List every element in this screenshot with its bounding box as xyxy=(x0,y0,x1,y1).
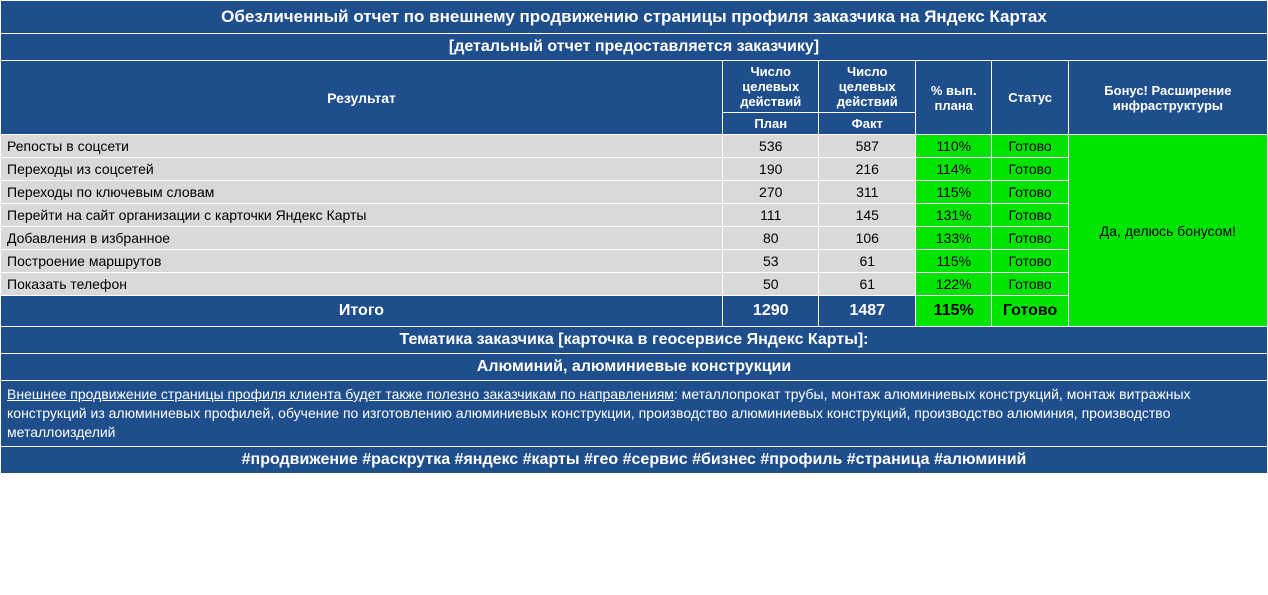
row-label: Добавления в избранное xyxy=(1,227,723,250)
col-status: Статус xyxy=(992,61,1068,135)
row-fact: 216 xyxy=(819,158,916,181)
col-result: Результат xyxy=(1,61,723,135)
topic-value: Алюминий, алюминиевые конструкции xyxy=(1,354,1268,381)
hashtags: #продвижение #раскрутка #яндекс #карты #… xyxy=(1,446,1268,473)
col-plan: План xyxy=(722,113,819,135)
row-pct: 110% xyxy=(916,135,992,158)
row-status: Готово xyxy=(992,158,1068,181)
row-plan: 53 xyxy=(722,250,819,273)
total-plan: 1290 xyxy=(722,296,819,327)
total-pct: 115% xyxy=(916,296,992,327)
row-fact: 61 xyxy=(819,273,916,296)
row-plan: 50 xyxy=(722,273,819,296)
row-plan: 80 xyxy=(722,227,819,250)
row-pct: 115% xyxy=(916,181,992,204)
row-pct: 133% xyxy=(916,227,992,250)
col-plan-group: Число целевых действий xyxy=(722,61,819,113)
desc-lead: Внешнее продвижение страницы профиля кли… xyxy=(7,386,674,402)
row-pct: 131% xyxy=(916,204,992,227)
row-status: Готово xyxy=(992,250,1068,273)
report-title: Обезличенный отчет по внешнему продвижен… xyxy=(1,1,1268,34)
col-fact-group: Число целевых действий xyxy=(819,61,916,113)
row-status: Готово xyxy=(992,181,1068,204)
total-fact: 1487 xyxy=(819,296,916,327)
row-status: Готово xyxy=(992,227,1068,250)
row-plan: 190 xyxy=(722,158,819,181)
row-label: Переходы по ключевым словам xyxy=(1,181,723,204)
description: Внешнее продвижение страницы профиля кли… xyxy=(1,381,1268,447)
col-fact: Факт xyxy=(819,113,916,135)
table-row: Репосты в соцсети 536 587 110% Готово Да… xyxy=(1,135,1268,158)
row-status: Готово xyxy=(992,135,1068,158)
row-label: Показать телефон xyxy=(1,273,723,296)
row-fact: 61 xyxy=(819,250,916,273)
row-fact: 311 xyxy=(819,181,916,204)
row-fact: 106 xyxy=(819,227,916,250)
row-pct: 114% xyxy=(916,158,992,181)
total-label: Итого xyxy=(1,296,723,327)
row-fact: 587 xyxy=(819,135,916,158)
row-status: Готово xyxy=(992,204,1068,227)
row-plan: 270 xyxy=(722,181,819,204)
row-plan: 536 xyxy=(722,135,819,158)
report-subtitle: [детальный отчет предоставляется заказчи… xyxy=(1,34,1268,61)
topic-label: Тематика заказчика [карточка в геосервис… xyxy=(1,327,1268,354)
row-status: Готово xyxy=(992,273,1068,296)
row-pct: 115% xyxy=(916,250,992,273)
total-status: Готово xyxy=(992,296,1068,327)
bonus-cell: Да, делюсь бонусом! xyxy=(1068,135,1267,327)
row-fact: 145 xyxy=(819,204,916,227)
row-pct: 122% xyxy=(916,273,992,296)
row-label: Репосты в соцсети xyxy=(1,135,723,158)
row-plan: 111 xyxy=(722,204,819,227)
row-label: Построение маршрутов xyxy=(1,250,723,273)
report-table: Обезличенный отчет по внешнему продвижен… xyxy=(0,0,1268,474)
col-pct: % вып. плана xyxy=(916,61,992,135)
col-bonus: Бонус! Расширение инфраструктуры xyxy=(1068,61,1267,135)
row-label: Переходы из соцсетей xyxy=(1,158,723,181)
row-label: Перейти на сайт организации с карточки Я… xyxy=(1,204,723,227)
